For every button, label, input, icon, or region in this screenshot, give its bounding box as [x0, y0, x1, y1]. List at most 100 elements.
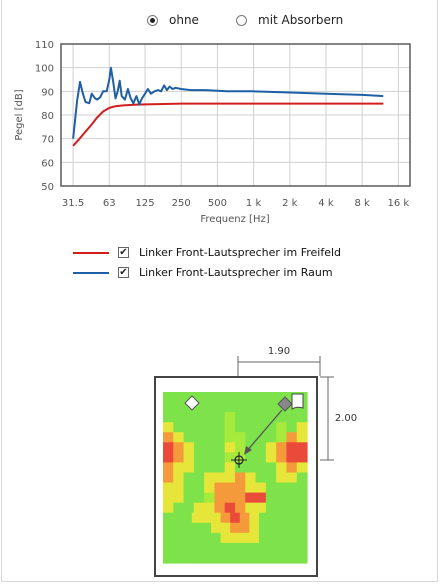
heatmap-cell [163, 462, 174, 474]
heatmap-cell [191, 542, 202, 554]
heatmap-cell [286, 462, 298, 474]
radio-button-checked-icon[interactable] [147, 14, 158, 26]
heatmap-cell [249, 552, 260, 564]
heatmap-cell [173, 432, 185, 443]
heatmap-cell [296, 412, 308, 423]
heatmap-cell [268, 532, 279, 544]
heatmap-cell [235, 492, 246, 504]
arrow-head-icon [244, 446, 252, 455]
heatmap-cell [182, 542, 193, 554]
heatmap-cell [259, 512, 270, 524]
heatmap-cell [235, 402, 246, 413]
heatmap-cell [265, 422, 277, 433]
heatmap-cell [214, 392, 226, 403]
heatmap-cell [255, 442, 267, 453]
heatmap-cell [255, 502, 267, 514]
left-speaker-icon-selected[interactable] [277, 396, 293, 412]
heatmap-cell [239, 522, 250, 534]
heatmap-cell [297, 552, 308, 564]
legend-label-raum: Linker Front-Lautsprecher im Raum [139, 266, 333, 279]
heatmap-cell [201, 532, 212, 544]
heatmap-cell [193, 392, 205, 403]
heatmap-cell [224, 392, 236, 403]
heatmap-cell [214, 432, 226, 443]
heatmap-cell [172, 532, 183, 544]
heatmap-cell [296, 452, 308, 464]
heatmap-cell [278, 542, 289, 554]
heatmap-cell [276, 462, 288, 474]
legend-swatch-blue [73, 271, 109, 274]
x-tick-label: 4 k [318, 198, 334, 209]
heatmap-cell [214, 422, 226, 433]
checkbox-checked-icon[interactable]: ✔ [118, 247, 129, 258]
heatmap-cell [211, 522, 222, 534]
heatmap-cell [235, 432, 246, 443]
heatmap-cell [163, 392, 174, 403]
heatmap-cell [278, 532, 289, 544]
heatmap-cell [259, 522, 270, 534]
heatmap-cell [296, 472, 308, 484]
note-marker-icon[interactable] [291, 393, 304, 410]
chart-series [72, 66, 384, 147]
heatmap-cell [276, 502, 288, 514]
heatmap-cell [286, 422, 298, 433]
heatmap-cell [297, 512, 308, 524]
heatmap-cell [220, 512, 231, 524]
heatmap-cell [183, 502, 195, 514]
heatmap-cell [245, 492, 257, 504]
heatmap-cell [220, 522, 231, 534]
heatmap-cell [297, 532, 308, 544]
heatmap-cell [296, 482, 308, 494]
right-speaker-icon[interactable] [184, 395, 200, 411]
room-width-label: 1.90 [268, 346, 290, 357]
heatmap-cell [276, 492, 288, 504]
heatmap-cell [268, 512, 279, 524]
heatmap-cell [214, 482, 226, 494]
listener-position-icon[interactable] [234, 455, 244, 465]
heatmap-cell [249, 532, 260, 544]
heatmap-cell [296, 492, 308, 504]
radio-label-ohne: ohne [169, 13, 199, 27]
x-tick-label: 16 k [387, 198, 409, 209]
heatmap-cell [235, 452, 246, 464]
heatmap-cell [163, 482, 174, 494]
heatmap-cell [204, 482, 216, 494]
sound-level-heatmap[interactable] [163, 392, 308, 564]
heatmap-cell [245, 472, 257, 484]
heatmap-cell [193, 402, 205, 413]
heatmap-cell [183, 412, 195, 423]
heatmap-cell [287, 552, 298, 564]
heatmap-cell [255, 472, 267, 484]
heatmap-cell [204, 412, 216, 423]
heatmap-cell [173, 482, 185, 494]
heatmap-cell [265, 392, 277, 403]
heatmap-cell [224, 412, 236, 423]
heatmap-cell [204, 392, 216, 403]
heatmap-cell [163, 472, 174, 484]
heatmap-cell [163, 542, 174, 554]
heatmap-cell [173, 392, 185, 403]
radio-option-mit-absorbern[interactable]: mit Absorbern [236, 13, 343, 27]
heatmap-cell [245, 422, 257, 433]
heatmap-cell [183, 432, 195, 443]
heatmap-cell [255, 392, 267, 403]
heatmap-cell [211, 542, 222, 554]
heatmap-cell [276, 412, 288, 423]
heatmap-cell [239, 542, 250, 554]
x-tick-label: 2 k [282, 198, 298, 209]
checkbox-checked-icon[interactable]: ✔ [118, 267, 129, 278]
heatmap-cell [276, 392, 288, 403]
heatmap-cell [193, 482, 205, 494]
heatmap-cell [163, 412, 174, 423]
x-tick-label: 1 k [246, 198, 262, 209]
room-view: 1.90 2.00 [154, 346, 357, 577]
heatmap-cell [278, 522, 289, 534]
radio-option-ohne[interactable]: ohne [147, 13, 199, 27]
heatmap-cell [255, 462, 267, 474]
heatmap-cell [204, 472, 216, 484]
heatmap-cell [183, 442, 195, 453]
heatmap-cell [183, 422, 195, 433]
radio-button-unchecked-icon[interactable] [236, 14, 247, 26]
y-tick-label: 90 [41, 87, 54, 98]
heatmap-cell [286, 432, 298, 443]
